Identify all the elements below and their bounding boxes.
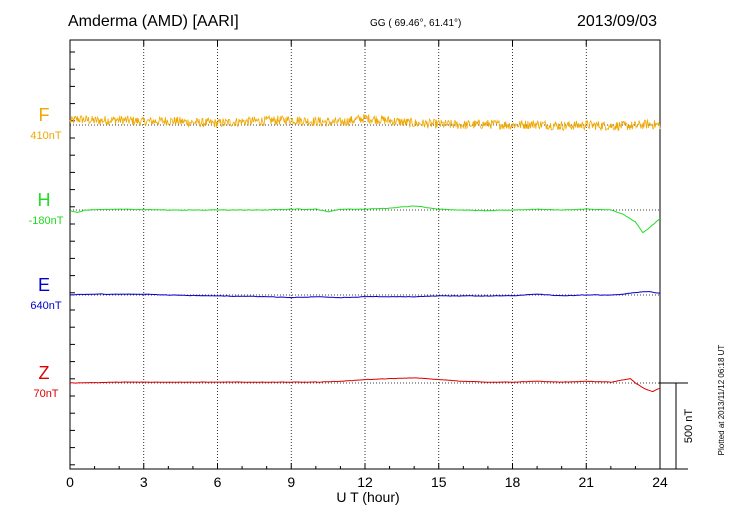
x-tick-label: 12	[357, 474, 373, 490]
grid	[70, 40, 660, 469]
trace-H	[69, 205, 661, 234]
plot-frame	[69, 39, 661, 470]
y-ticks	[70, 51, 75, 466]
channel-label-H: H	[38, 190, 51, 210]
x-tick-label: 9	[287, 474, 295, 490]
channel-labels: F 410nT H -180nT E 640nT Z 70nT	[29, 105, 64, 400]
trace-E	[70, 291, 661, 299]
x-tick-label: 6	[214, 474, 222, 490]
channel-baseline-H: -180nT	[29, 215, 64, 227]
channel-label-F: F	[39, 105, 50, 125]
x-axis-title: U T (hour)	[336, 489, 399, 505]
x-tick-label: 3	[140, 474, 148, 490]
date-label: 2013/09/03	[577, 13, 657, 30]
x-tick-label: 15	[431, 474, 447, 490]
station-title: Amderma (AMD) [AARI]	[68, 13, 239, 30]
x-axis-ticks: 0 3 6 9 12 15 18 21 24	[66, 40, 668, 490]
channel-label-Z: Z	[39, 363, 50, 383]
plotted-timestamp: Plotted at 2013/11/12 06:18 UT	[717, 345, 726, 456]
x-tick-label: 18	[505, 474, 521, 490]
x-tick-label: 24	[652, 474, 668, 490]
trace-Z	[69, 377, 661, 393]
scale-bar-label: 500 nT	[683, 409, 695, 444]
x-tick-label: 21	[578, 474, 594, 490]
geo-coordinates: GG ( 69.46°, 61.41°)	[370, 18, 461, 29]
traces	[69, 113, 661, 393]
channel-baseline-F: 410nT	[30, 130, 61, 142]
channel-baseline-E: 640nT	[30, 300, 61, 312]
channel-label-E: E	[38, 275, 50, 295]
channel-baseline-Z: 70nT	[33, 388, 58, 400]
trace-F	[69, 113, 661, 132]
x-tick-label: 0	[66, 474, 74, 490]
scale-bar: 500 nT	[659, 382, 695, 470]
